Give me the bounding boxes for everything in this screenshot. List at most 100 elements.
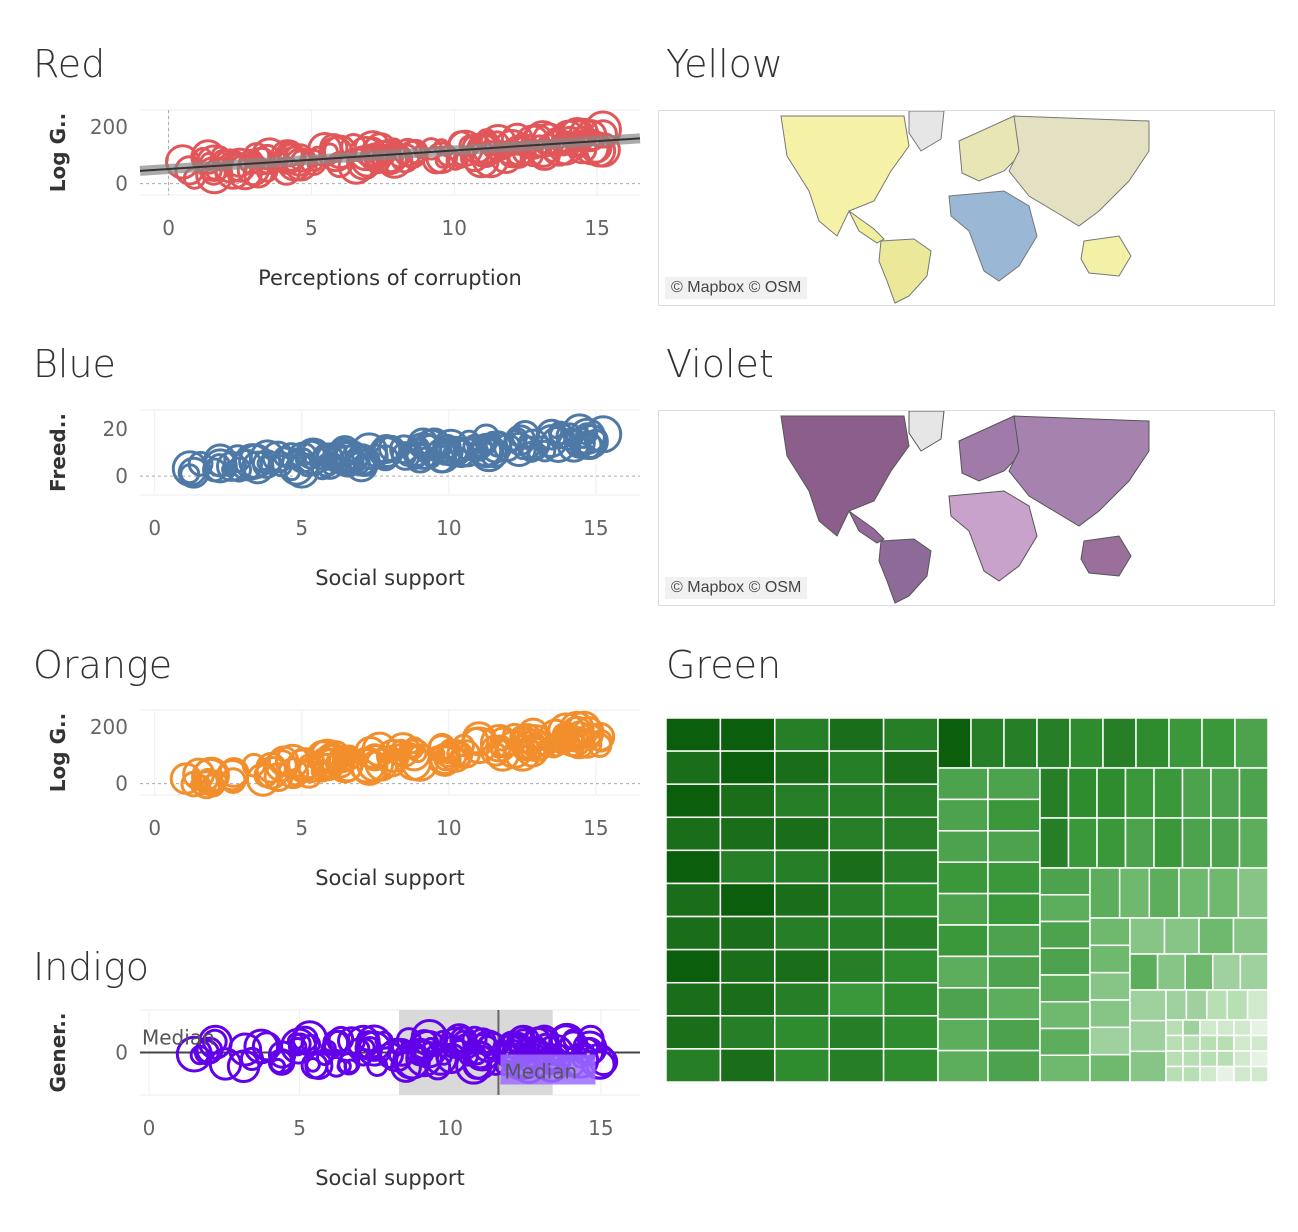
treemap-cell bbox=[1233, 1065, 1252, 1082]
scatter-point bbox=[179, 463, 201, 485]
x-tick-label: 15 bbox=[583, 816, 608, 840]
treemap-cell bbox=[987, 861, 1041, 895]
scatter-point bbox=[346, 145, 382, 181]
x-tick-label: 5 bbox=[293, 1116, 306, 1140]
treemap-cell bbox=[774, 882, 830, 918]
red-scatter-chart[interactable]: 0 200 0 5 10 15 Perceptions of corruption Log G… bbox=[30, 100, 650, 300]
treemap-cell bbox=[719, 1015, 776, 1050]
map-attribution[interactable]: © Mapbox © OSM bbox=[665, 277, 808, 299]
scatter-point bbox=[508, 1025, 536, 1052]
scatter-point bbox=[513, 443, 531, 461]
violet-map[interactable]: © Mapbox © OSM bbox=[658, 410, 1275, 606]
scatter-point bbox=[353, 130, 392, 169]
north-america-shape bbox=[780, 115, 910, 237]
scatter-point bbox=[395, 1027, 422, 1053]
y-tick-label: 0 bbox=[115, 772, 128, 796]
map-attribution[interactable]: © Mapbox © OSM bbox=[665, 577, 808, 599]
x-axis-label: Social support bbox=[315, 566, 465, 590]
scatter-point bbox=[424, 1053, 452, 1081]
y-tick-label: 20 bbox=[103, 417, 128, 441]
treemap-cell bbox=[937, 1049, 989, 1082]
x-axis-label: Social support bbox=[315, 866, 465, 890]
treemap-cell bbox=[1250, 1050, 1268, 1068]
treemap-cell bbox=[1181, 817, 1212, 869]
scatter-point bbox=[576, 1024, 605, 1053]
treemap-cell bbox=[937, 830, 989, 863]
treemap-cell bbox=[1216, 1019, 1235, 1037]
treemap-cell bbox=[1039, 1054, 1091, 1082]
south-america-shape bbox=[878, 238, 932, 304]
treemap-cell bbox=[1039, 894, 1091, 923]
green-treemap[interactable] bbox=[666, 718, 1268, 1082]
median-label-box bbox=[500, 1054, 596, 1085]
treemap-cell bbox=[666, 783, 722, 819]
treemap-cell bbox=[1089, 867, 1121, 919]
treemap-cell bbox=[882, 915, 939, 951]
treemap-cell bbox=[1216, 1050, 1235, 1068]
treemap-cell bbox=[1089, 1026, 1131, 1056]
treemap-cell bbox=[987, 955, 1041, 989]
scatter-point bbox=[418, 433, 443, 458]
scatter-point bbox=[251, 449, 282, 479]
scatter-point bbox=[331, 440, 364, 474]
treemap-cell bbox=[1233, 1034, 1252, 1052]
treemap-cell bbox=[774, 981, 830, 1017]
scatter-point bbox=[500, 122, 534, 156]
yellow-world-map bbox=[780, 110, 1150, 304]
treemap-cell bbox=[882, 816, 939, 852]
treemap-cell bbox=[774, 915, 830, 951]
scatter-point bbox=[255, 756, 289, 790]
treemap-cell bbox=[987, 1049, 1041, 1082]
scatter-point bbox=[428, 745, 446, 763]
y-tick-label: 200 bbox=[90, 715, 128, 739]
scatter-point bbox=[368, 435, 402, 469]
treemap-cell bbox=[882, 948, 939, 984]
orange-scatter-chart[interactable]: 0 200 0 5 10 15 Social support Log G.. bbox=[30, 700, 650, 900]
y-tick-label: 0 bbox=[115, 172, 128, 196]
y-tick-label: 0 bbox=[115, 1041, 128, 1065]
y-tick-label: 200 bbox=[90, 115, 128, 139]
treemap-cell bbox=[1233, 1050, 1252, 1068]
treemap-cell bbox=[1165, 1034, 1184, 1052]
treemap-cell bbox=[1069, 718, 1104, 769]
treemap-cell bbox=[1118, 867, 1151, 919]
scatter-point bbox=[190, 139, 226, 175]
treemap-cell bbox=[937, 1018, 989, 1052]
x-tick-label: 10 bbox=[436, 516, 461, 540]
treemap-cell bbox=[774, 1015, 830, 1050]
scatter-point bbox=[305, 1057, 321, 1073]
treemap-cell bbox=[1165, 1065, 1184, 1082]
treemap-cell bbox=[1210, 767, 1241, 819]
treemap-cell bbox=[1096, 767, 1127, 819]
scatter-point bbox=[350, 747, 389, 786]
treemap-cell bbox=[1238, 767, 1268, 819]
treemap-cell bbox=[828, 882, 885, 918]
treemap-cell bbox=[828, 849, 885, 885]
treemap-cell bbox=[828, 783, 885, 819]
yellow-map[interactable]: © Mapbox © OSM bbox=[658, 110, 1275, 306]
scatter-point bbox=[438, 738, 461, 761]
treemap-cell bbox=[1168, 718, 1203, 769]
treemap-cell bbox=[882, 1048, 939, 1082]
scatter-point bbox=[180, 770, 208, 798]
treemap-cell bbox=[1182, 1065, 1201, 1082]
treemap-cell bbox=[1178, 867, 1210, 919]
scatter-point bbox=[280, 1027, 318, 1065]
treemap-cell bbox=[1067, 817, 1098, 869]
treemap-cell bbox=[1089, 971, 1131, 1001]
indigo-scatter-chart[interactable]: Median Median 0 0 5 10 15 Social support Gener.. bbox=[30, 1000, 650, 1200]
blue-scatter-chart[interactable]: 0 20 0 5 10 15 Social support Freed.. bbox=[30, 400, 650, 600]
treemap-cell bbox=[1201, 718, 1236, 769]
treemap-cell bbox=[774, 783, 830, 819]
x-tick-label: 0 bbox=[162, 216, 175, 240]
x-axis-label: Perceptions of corruption bbox=[258, 266, 522, 290]
treemap-cell bbox=[774, 718, 830, 752]
scatter-point bbox=[406, 427, 439, 460]
treemap-cell bbox=[882, 718, 939, 752]
treemap-cell bbox=[1089, 917, 1131, 947]
treemap-cell bbox=[987, 1018, 1041, 1052]
scatter-point bbox=[467, 1045, 488, 1066]
treemap-cell bbox=[719, 718, 776, 752]
central-america-shape bbox=[848, 210, 885, 244]
scatter-point bbox=[175, 1035, 213, 1073]
